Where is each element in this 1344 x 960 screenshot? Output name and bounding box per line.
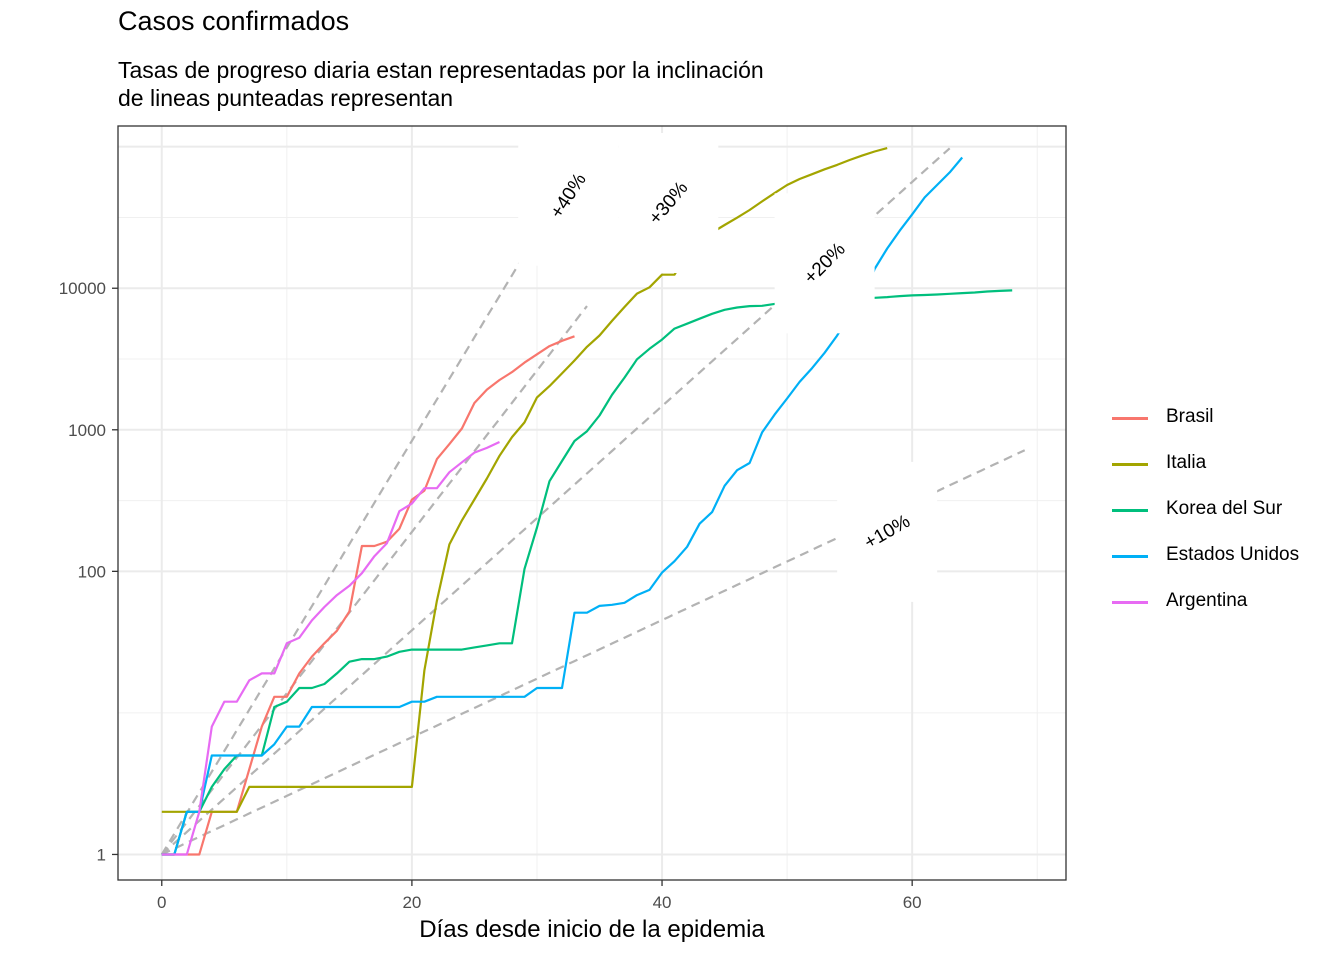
chart-subtitle: Tasas de progreso diaria estan represent… — [118, 56, 938, 112]
legend-label-estados-unidos: Estados Unidos — [1166, 544, 1300, 565]
legend-label-korea-del-sur: Korea del Sur — [1166, 498, 1283, 519]
x-tick-label: 60 — [903, 893, 922, 912]
x-tick-label: 40 — [653, 893, 672, 912]
y-tick-label: 100 — [78, 562, 106, 581]
x-tick-label: 0 — [157, 893, 166, 912]
reference-label-box — [837, 461, 938, 602]
legend-key-estados-unidos — [1112, 555, 1148, 558]
reference-line — [161, 147, 951, 856]
chart-title: Casos confirmados — [118, 6, 350, 36]
reference-line — [160, 305, 588, 856]
legend-key-korea-del-sur — [1112, 509, 1148, 512]
chart-subtitle-line-2: de lineas punteadas representan — [118, 85, 454, 111]
reference-line — [160, 150, 588, 856]
series-line — [161, 156, 964, 856]
x-axis-label: Días desde inicio de la epidemia — [419, 916, 765, 943]
reference-label-box — [518, 125, 619, 266]
chart-subtitle-line-1: Tasas de progreso diaria estan represent… — [118, 57, 764, 83]
series-line — [161, 441, 500, 856]
y-tick-label: 1000 — [68, 421, 106, 440]
legend-key-argentina — [1112, 601, 1148, 604]
legend-label-brasil: Brasil — [1166, 406, 1214, 427]
x-tick-label: 20 — [402, 893, 421, 912]
reference-label-box — [618, 133, 719, 274]
legend-key-brasil — [1112, 417, 1148, 420]
y-tick-label: 10000 — [59, 279, 106, 298]
legend-label-argentina: Argentina — [1166, 590, 1248, 611]
series-line — [161, 147, 888, 813]
legend-key-italia — [1112, 463, 1148, 466]
reference-label-box — [774, 193, 875, 334]
plot-border — [117, 125, 1067, 881]
legend-label-italia: Italia — [1166, 452, 1207, 473]
y-tick-label: 1 — [97, 845, 106, 864]
